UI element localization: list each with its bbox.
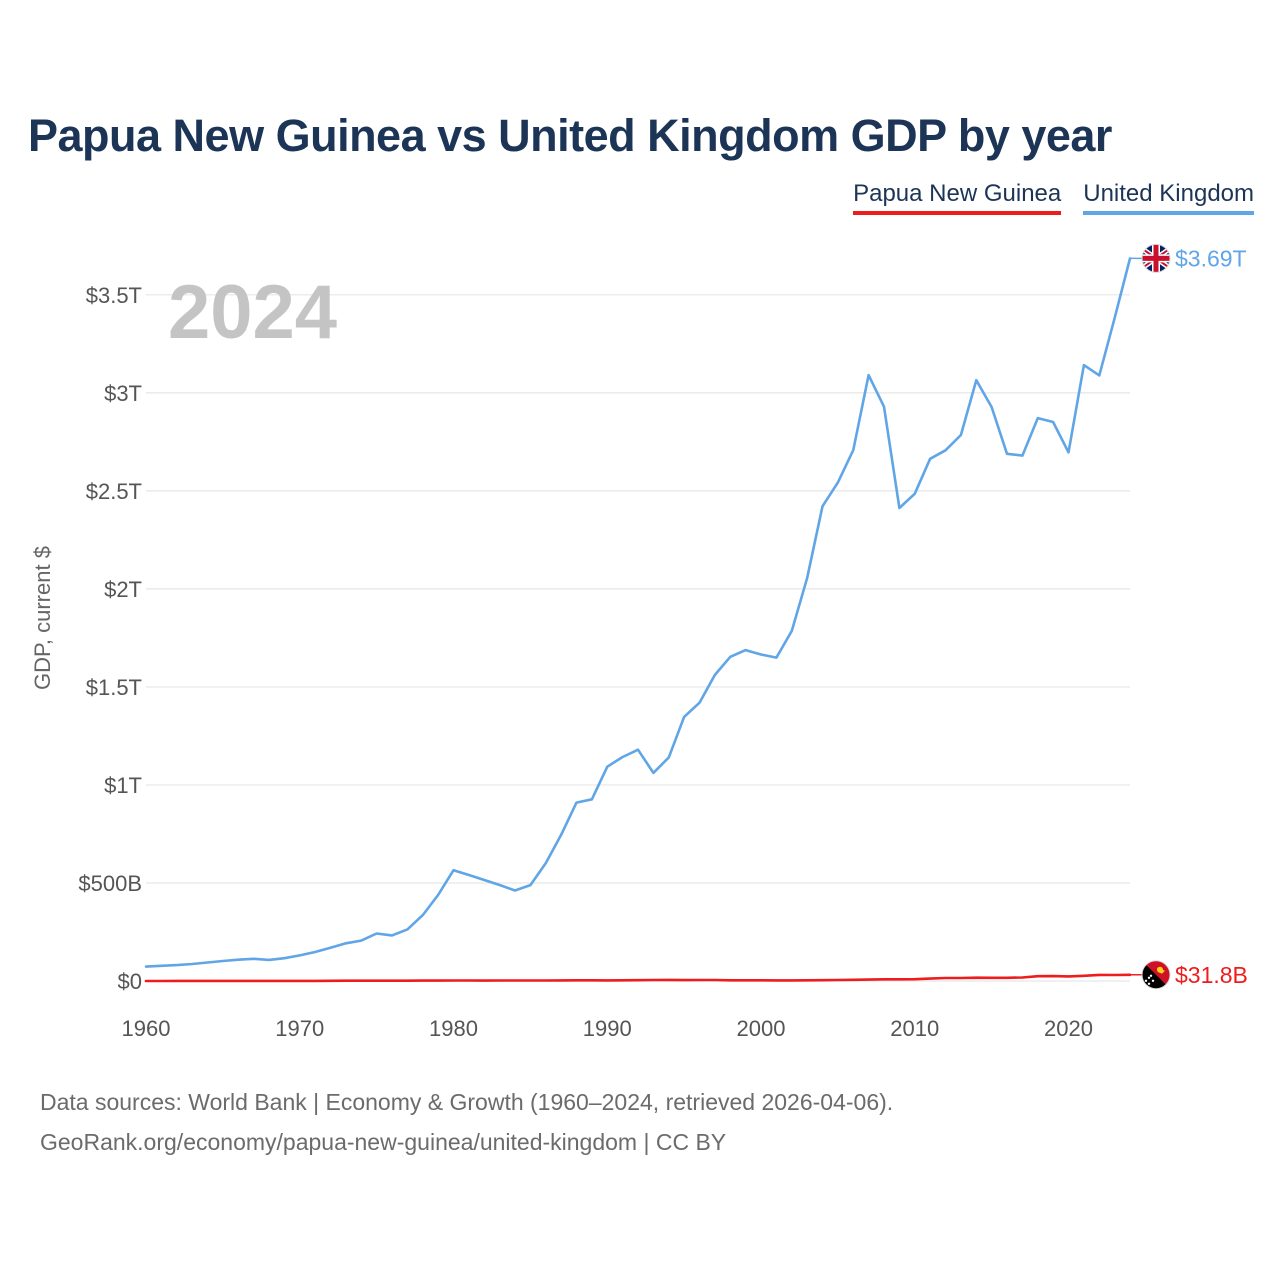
x-tick-label: 1990 xyxy=(583,1016,632,1041)
y-tick-label: $500B xyxy=(78,871,142,896)
series-line-united-kingdom[interactable] xyxy=(144,257,1132,968)
y-axis-title: GDP, current $ xyxy=(30,546,55,690)
end-markers: $3.69T $31.8B xyxy=(1130,243,1248,990)
legend-item-united-kingdom[interactable]: United Kingdom xyxy=(1083,180,1254,215)
x-tick-label: 2010 xyxy=(890,1016,939,1041)
x-tick-label: 2000 xyxy=(737,1016,786,1041)
y-tick-label: $2.5T xyxy=(86,479,142,504)
papua-new-guinea-flag-icon xyxy=(1141,960,1171,990)
source-note: Data sources: World Bank | Economy & Gro… xyxy=(40,1082,893,1162)
chart-title: Papua New Guinea vs United Kingdom GDP b… xyxy=(28,110,1112,161)
end-value-label: $3.69T xyxy=(1175,245,1247,271)
x-tick-label: 1980 xyxy=(429,1016,478,1041)
gridlines xyxy=(146,294,1130,982)
series-layer xyxy=(144,257,1132,983)
series-line-papua-new-guinea[interactable] xyxy=(144,973,1132,983)
x-tick-label: 1960 xyxy=(122,1016,171,1041)
y-axis-ticks: $0 $500B $1T $1.5T $2T $2.5T $3T $3.5T xyxy=(78,283,142,994)
source-line-2[interactable]: GeoRank.org/economy/papua-new-guinea/uni… xyxy=(40,1129,727,1155)
legend-item-papua-new-guinea[interactable]: Papua New Guinea xyxy=(853,180,1062,215)
y-tick-label: $1T xyxy=(104,773,142,798)
current-year-watermark: 2024 xyxy=(168,270,337,355)
x-tick-label: 2020 xyxy=(1044,1016,1093,1041)
x-axis-ticks: 1960 1970 1980 1990 2000 2010 2020 xyxy=(122,1016,1093,1041)
y-tick-label: $2T xyxy=(104,577,142,602)
source-line-1: Data sources: World Bank | Economy & Gro… xyxy=(40,1089,894,1115)
y-tick-label: $1.5T xyxy=(86,675,142,700)
x-tick-label: 1970 xyxy=(275,1016,324,1041)
legend: Papua New Guinea United Kingdom xyxy=(853,180,1254,215)
y-tick-label: $0 xyxy=(118,969,142,994)
end-value-label: $31.8B xyxy=(1175,962,1248,988)
united-kingdom-flag-icon xyxy=(1141,243,1171,273)
y-tick-label: $3.5T xyxy=(86,283,142,308)
y-tick-label: $3T xyxy=(104,381,142,406)
